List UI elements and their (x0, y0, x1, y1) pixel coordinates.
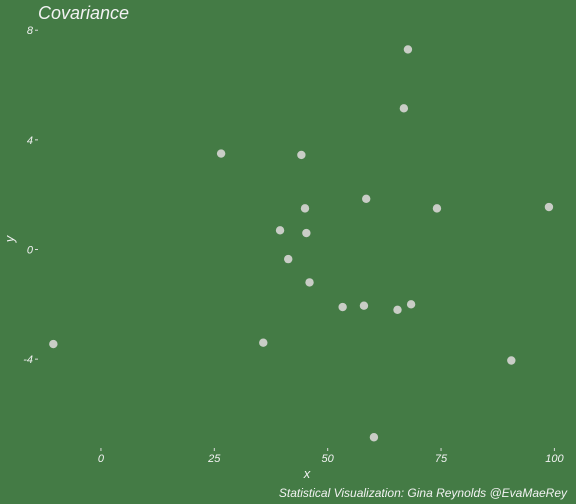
x-tick-label: 50 (322, 453, 335, 465)
data-point (275, 226, 285, 235)
data-point (403, 45, 413, 54)
data-point (369, 433, 379, 442)
data-point (406, 300, 416, 309)
data-point (359, 301, 369, 310)
x-tick-label: 0 (98, 453, 105, 465)
data-point (284, 254, 293, 264)
x-axis-label: x (303, 466, 311, 481)
y-tick-label: -4 (23, 354, 33, 366)
data-point (338, 302, 347, 312)
y-axis: -4 0 4 8 (23, 25, 38, 366)
data-point (216, 149, 226, 158)
data-point (393, 305, 402, 315)
x-tick-label: 25 (207, 453, 221, 465)
data-point (507, 356, 516, 365)
data-point (297, 150, 306, 160)
y-axis-label: y (2, 234, 17, 243)
data-point (49, 339, 58, 349)
data-point (399, 104, 409, 113)
x-tick-label: 75 (435, 453, 448, 465)
y-tick-label: 4 (27, 135, 33, 147)
data-point (300, 204, 310, 213)
y-tick-label: 8 (27, 25, 34, 37)
data-point (432, 204, 442, 213)
y-tick-label: 0 (27, 245, 34, 257)
data-points (49, 45, 554, 442)
x-tick-label: 100 (545, 453, 564, 465)
data-point (302, 228, 311, 238)
chart-caption: Statistical Visualization: Gina Reynolds… (279, 486, 568, 500)
chart-title: Covariance (38, 3, 129, 23)
data-point (259, 338, 268, 347)
data-point (305, 278, 314, 287)
data-point (362, 194, 371, 203)
data-point (544, 202, 554, 212)
x-axis: 0 25 50 75 100 (98, 448, 564, 465)
